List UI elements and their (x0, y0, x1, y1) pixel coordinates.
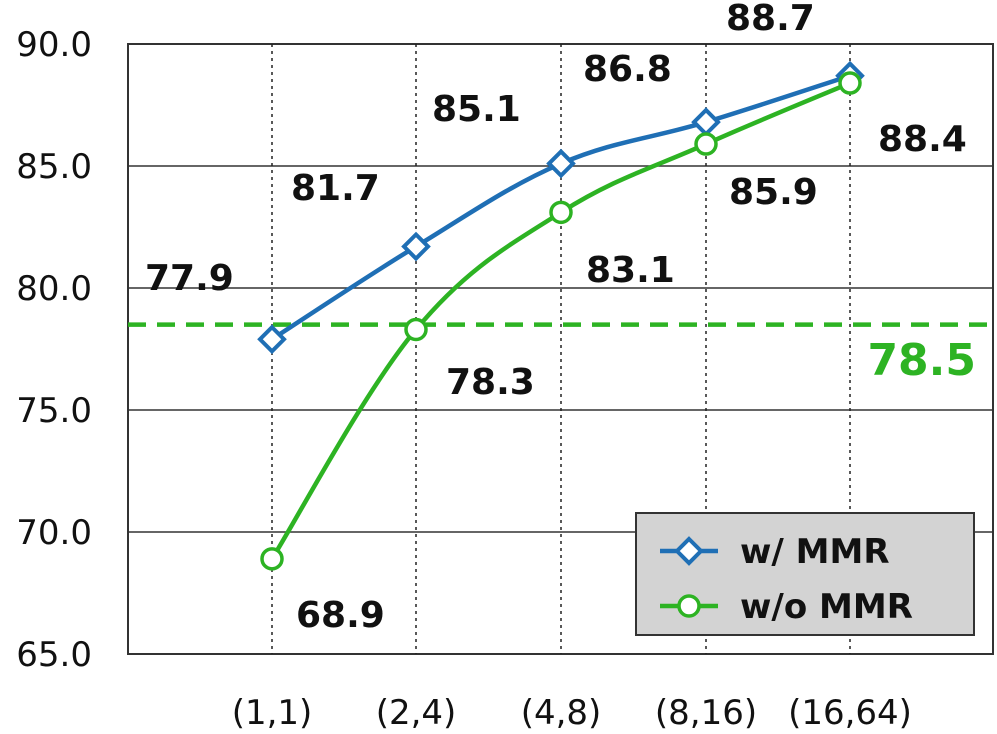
legend: w/ MMR w/o MMR (635, 512, 975, 636)
data-label: 77.9 (145, 258, 234, 299)
y-tick-label: 65.0 (16, 635, 92, 675)
y-tick-label: 80.0 (16, 269, 92, 309)
x-tick-label: (4,8) (521, 693, 602, 733)
marker-circle (694, 132, 718, 156)
y-tick-label: 85.0 (16, 147, 92, 187)
series-line-1 (270, 80, 851, 561)
data-label: 85.9 (729, 172, 818, 213)
marker-circle (549, 200, 573, 225)
x-tick-label: (8,16) (655, 693, 757, 733)
data-labels: 77.9 81.7 85.1 86.8 88.7 68.9 78.3 83.1 85.9 88.4 (145, 0, 967, 636)
marker-circle (260, 547, 284, 571)
data-label: 88.7 (726, 0, 815, 39)
legend-marker-diamond (674, 536, 704, 566)
x-tick-label: (2,4) (376, 693, 457, 733)
reference-line-label: 78.5 (867, 335, 976, 386)
y-tick-label: 75.0 (16, 391, 92, 431)
x-tick-labels: (1,1) (2,4) (4,8) (8,16) (16,64) (232, 693, 912, 733)
data-label: 85.1 (432, 89, 521, 130)
marker-diamond (257, 324, 287, 355)
legend-label: w/o MMR (740, 587, 913, 627)
reference-line-group: 78.5 (128, 322, 993, 386)
x-tick-label: (1,1) (232, 693, 313, 733)
marker-circle (404, 317, 428, 342)
legend-marker-circle (677, 594, 701, 618)
data-label: 88.4 (878, 119, 967, 160)
marker-circle (838, 71, 862, 95)
data-label: 81.7 (291, 168, 380, 209)
series-group (257, 60, 865, 571)
marker-diamond (691, 107, 721, 137)
marker-diamond (401, 231, 431, 262)
y-tick-label: 70.0 (16, 513, 92, 553)
data-label: 68.9 (296, 595, 385, 636)
legend-label: w/ MMR (740, 532, 890, 572)
y-tick-label: 90.0 (16, 25, 92, 65)
data-label: 86.8 (583, 49, 672, 90)
x-tick-label: (16,64) (788, 693, 912, 733)
y-tick-labels: 65.0 70.0 75.0 80.0 85.0 90.0 (16, 25, 92, 675)
marker-diamond (546, 148, 576, 179)
data-label: 83.1 (586, 250, 675, 291)
data-label: 78.3 (446, 362, 535, 403)
